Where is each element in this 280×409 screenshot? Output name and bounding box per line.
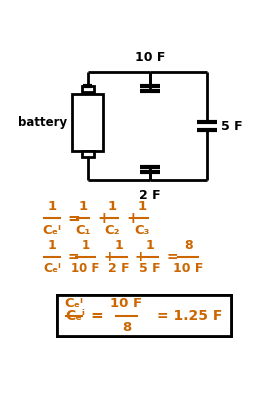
Text: 5 F: 5 F (139, 262, 160, 275)
Text: 10 F: 10 F (173, 262, 204, 275)
Bar (57, 295, 231, 335)
Text: 10 F: 10 F (134, 52, 165, 65)
Text: 1: 1 (108, 200, 117, 213)
Text: 8: 8 (184, 238, 193, 252)
Bar (72, 94, 103, 151)
Bar (81, 151, 94, 157)
Text: 2 F: 2 F (139, 189, 160, 202)
Text: =: = (167, 250, 178, 264)
Text: C₁: C₁ (75, 224, 91, 237)
Text: 2 F: 2 F (108, 262, 130, 275)
Text: 5 F: 5 F (221, 119, 243, 133)
Text: =: = (91, 308, 104, 323)
Text: 10 F: 10 F (71, 262, 100, 275)
Text: 1: 1 (78, 200, 88, 213)
Text: 1: 1 (48, 200, 57, 213)
Text: C₃: C₃ (134, 224, 150, 237)
Text: 1: 1 (145, 238, 154, 252)
Text: 1: 1 (81, 238, 89, 252)
Text: 8: 8 (122, 321, 131, 334)
Text: +: + (103, 250, 115, 264)
Bar (81, 86, 94, 92)
Text: battery: battery (18, 116, 67, 129)
Text: = 1.25 F: = 1.25 F (157, 308, 223, 323)
Text: +: + (97, 211, 110, 226)
Text: Cₑⁱ: Cₑⁱ (43, 224, 62, 237)
Text: +: + (127, 211, 139, 226)
Text: 10 F: 10 F (110, 297, 143, 310)
Text: Cₑⁱ: Cₑⁱ (65, 308, 85, 323)
Text: Cₑⁱ: Cₑⁱ (64, 297, 83, 310)
Text: 1: 1 (137, 200, 146, 213)
Text: +: + (134, 250, 146, 264)
Text: =: = (67, 250, 79, 264)
Bar (57, 295, 231, 335)
Text: =: = (67, 211, 80, 226)
Text: 1: 1 (114, 238, 123, 252)
Text: 1: 1 (48, 238, 57, 252)
Text: C₂: C₂ (105, 224, 120, 237)
Text: Cₑⁱ: Cₑⁱ (43, 262, 61, 275)
